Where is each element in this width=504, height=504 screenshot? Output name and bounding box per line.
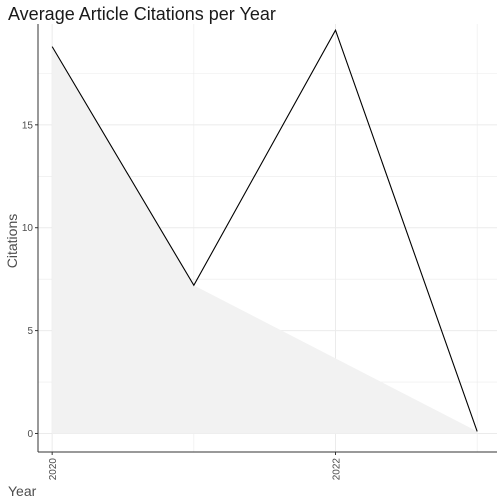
y-tick-label: 10 (22, 223, 34, 234)
x-axis-label: Year (8, 483, 37, 499)
shaded-area (52, 46, 478, 434)
y-tick-label: 0 (27, 429, 33, 440)
y-tick-label: 5 (27, 326, 33, 337)
series-line (51, 28, 478, 432)
x-tick-label: 2020 (48, 458, 59, 481)
x-tick-label: 2022 (332, 458, 343, 481)
y-axis-label: Citations (4, 214, 20, 268)
axes (37, 24, 497, 453)
y-tick-label: 15 (22, 120, 34, 131)
tick-labels: 0 5 10 15 2020 2022 (22, 120, 343, 480)
chart-title: Average Article Citations per Year (8, 4, 276, 24)
